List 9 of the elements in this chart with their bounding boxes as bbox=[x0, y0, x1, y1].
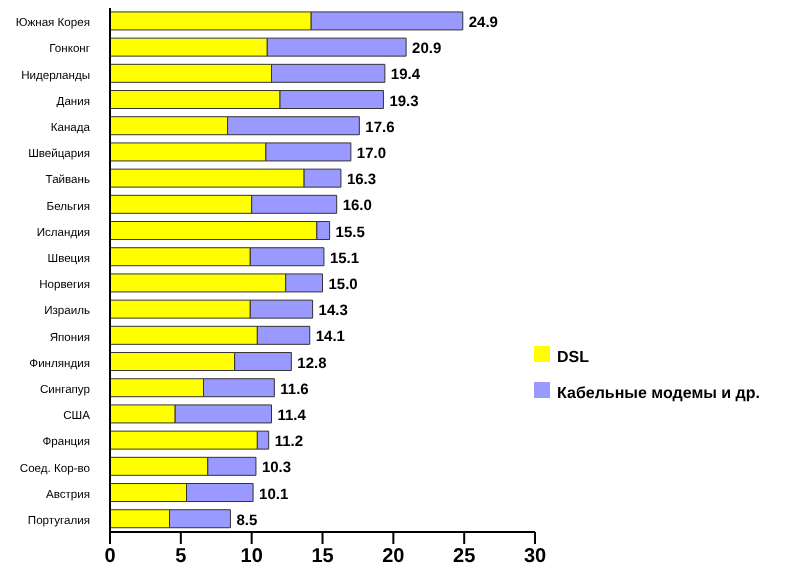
x-tick-label: 5 bbox=[175, 546, 188, 569]
x-tick-label: 10 bbox=[240, 546, 264, 569]
x-tick-label: 15 bbox=[311, 546, 335, 569]
x-tick-label: 25 bbox=[453, 546, 477, 569]
x-tick-label: 20 bbox=[382, 546, 406, 569]
x-tick-label: 30 bbox=[523, 546, 548, 569]
legend-label: DSL bbox=[557, 348, 590, 366]
x-tick-label: 0 bbox=[104, 546, 117, 569]
legend-label: Кабельные модемы и др. bbox=[557, 384, 760, 402]
